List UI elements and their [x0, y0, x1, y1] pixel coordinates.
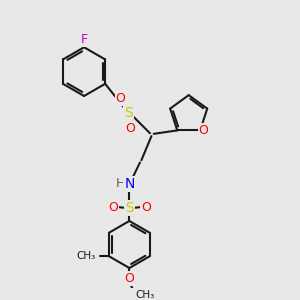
Text: O: O: [199, 124, 208, 137]
Text: CH₃: CH₃: [136, 290, 155, 300]
Text: O: O: [125, 122, 135, 135]
Text: CH₃: CH₃: [76, 251, 95, 261]
Text: S: S: [124, 106, 133, 120]
Text: O: O: [108, 201, 118, 214]
Text: O: O: [116, 92, 125, 105]
Text: H: H: [116, 177, 125, 190]
Text: O: O: [141, 201, 151, 214]
Text: N: N: [124, 177, 134, 191]
Text: F: F: [80, 33, 88, 46]
Text: S: S: [125, 201, 134, 215]
Text: O: O: [124, 272, 134, 285]
